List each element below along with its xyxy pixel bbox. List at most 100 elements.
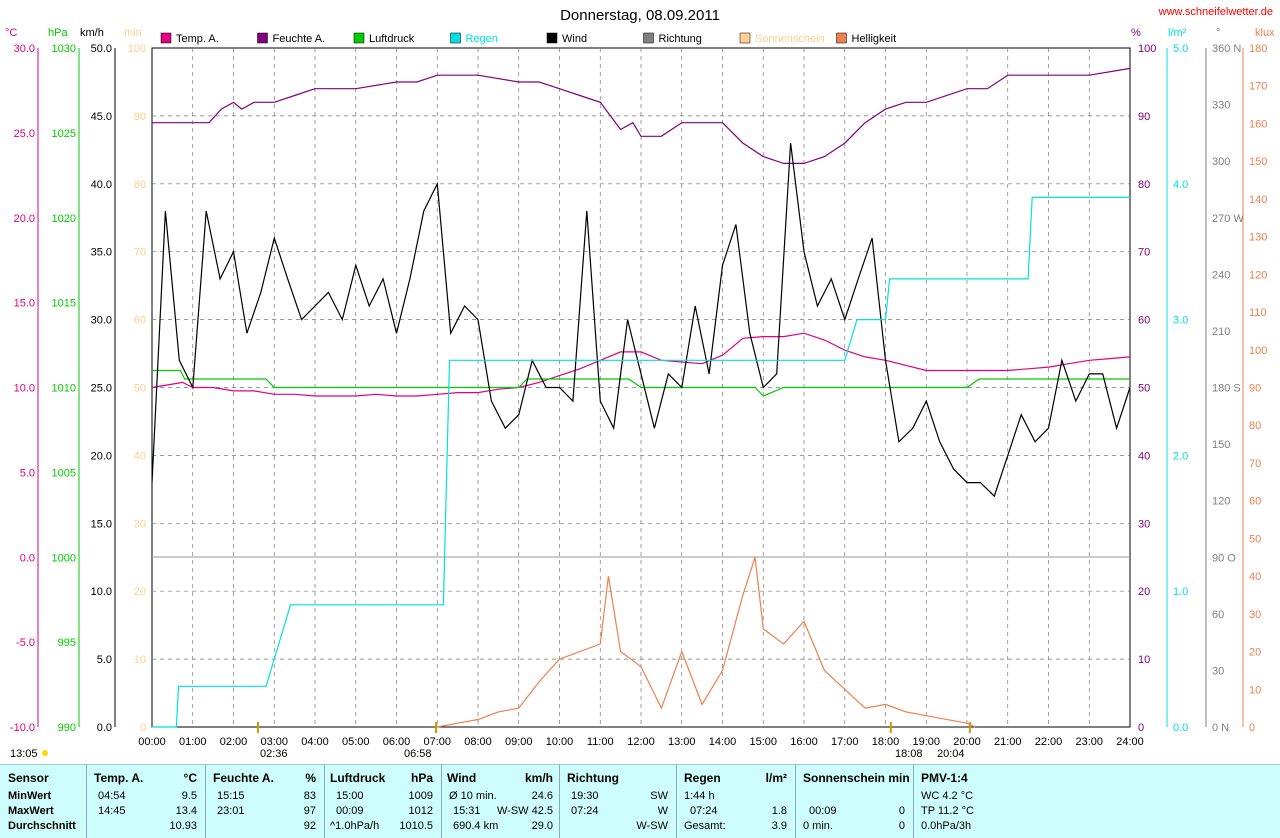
stats-rain-duration: 1:44 h (684, 790, 715, 802)
stats-wind-title: Wind (447, 771, 477, 785)
hpa-axis-tick-label: 1020 (52, 213, 76, 225)
deg-tick-label: 120 (1212, 496, 1230, 508)
hpa-axis-tick-label: 995 (58, 637, 76, 649)
x-tick-label: 09:00 (505, 736, 533, 748)
legend-swatch (739, 32, 751, 44)
klux-tick-label: 110 (1249, 307, 1267, 319)
temp-axis-tick-label: -5.0 (16, 637, 35, 649)
stats-press-min-time: 15:00 (336, 790, 364, 802)
stats-press-max: 1012 (408, 805, 433, 817)
pct-tick-label: 50 (1138, 383, 1150, 395)
kmh-axis-tick-label: 10.0 (91, 586, 112, 598)
stats-wind-column: Wind km/h Ø 10 min. 24.6 15:31 W-SW 42.5… (441, 765, 560, 838)
kmh-axis-tick-label: 5.0 (97, 654, 112, 666)
x-tick-label: 02:00 (220, 736, 248, 748)
x-tick-label: 04:00 (301, 736, 329, 748)
deg-tick-label: 150 (1212, 439, 1230, 451)
temp-axis-tick-label: 0.0 (20, 552, 35, 564)
deg-tick-label: 180 S (1212, 383, 1241, 395)
unit-label: ° (1216, 27, 1220, 39)
min-tick-label: 50 (134, 383, 146, 395)
min-tick-label: 100 (128, 43, 146, 55)
min-tick-label: 90 (134, 111, 146, 123)
pct-tick-label: 30 (1138, 518, 1150, 530)
temp-axis-tick-label: 30.0 (14, 43, 35, 55)
deg-tick-label: 60 (1212, 609, 1224, 621)
legend-swatch (353, 32, 365, 44)
hpa-axis-tick-label: 1005 (52, 467, 76, 479)
x-tick-label: 24:00 (1116, 736, 1144, 748)
stats-press-unit: hPa (410, 771, 433, 785)
stats-sun-total: 0 min. (803, 820, 833, 832)
klux-tick-label: 100 (1249, 345, 1267, 357)
deg-tick-label: 0 N (1212, 722, 1229, 734)
stats-wind-max-dir: W-SW (497, 805, 529, 817)
unit-label: klux (1255, 27, 1275, 39)
stats-sun-max: 0 (898, 805, 905, 817)
x-tick-label: 14:00 (709, 736, 737, 748)
stats-wind-distance: 690.4 km (453, 820, 499, 832)
min-tick-label: 40 (134, 450, 146, 462)
hpa-axis-tick-label: 1025 (52, 128, 76, 140)
lm2-tick-label: 2.0 (1173, 450, 1188, 462)
legend-swatch (160, 32, 172, 44)
stats-rain-title: Regen (684, 771, 721, 785)
x-tick-label: 21:00 (994, 736, 1022, 748)
hpa-axis-tick-label: 1015 (52, 298, 76, 310)
stats-sensor-title: Sensor (8, 771, 49, 785)
deg-tick-label: 300 (1212, 156, 1230, 168)
sun-icon (42, 750, 48, 756)
x-tick-label: 10:00 (546, 736, 574, 748)
stats-wind-max: 42.5 (531, 805, 553, 817)
x-tick-label: 03:00 (260, 736, 288, 748)
min-tick-label: 70 (134, 247, 146, 259)
legend-swatch (257, 32, 268, 44)
stats-dir-min: SW (650, 790, 668, 802)
legend-label: Richtung (659, 33, 702, 45)
x-tick-label: 01:00 (179, 736, 207, 748)
legend-label: Helligkeit (852, 33, 897, 45)
stats-temp-min: 9.5 (181, 790, 197, 802)
deg-tick-label: 30 (1212, 665, 1224, 677)
pressure-series (152, 369, 1130, 397)
klux-tick-label: 0 (1249, 722, 1255, 734)
klux-tick-label: 160 (1249, 118, 1267, 130)
lm2-tick-label: 4.0 (1173, 179, 1188, 191)
stats-hum-unit: % (305, 771, 316, 785)
kmh-axis-tick-label: 40.0 (91, 179, 112, 191)
x-tick-label: 19:00 (912, 736, 940, 748)
stats-wind-max-time: 15:31 (453, 805, 481, 817)
x-tick-label: 08:00 (464, 736, 492, 748)
min-tick-label: 60 (134, 315, 146, 327)
legend-label: Wind (562, 33, 587, 45)
klux-tick-label: 140 (1249, 194, 1267, 206)
legend-label: Feuchte A. (273, 33, 326, 45)
stats-hum-column: Feuchte A. % 15:15 83 23:01 97 92 (205, 765, 325, 838)
klux-tick-label: 10 (1249, 684, 1261, 696)
stats-rain-unit: l/m² (765, 771, 787, 785)
stats-hum-min-time: 15:15 (217, 790, 245, 802)
unit-label: l/m² (1168, 27, 1187, 39)
hpa-axis-tick-label: 1010 (52, 383, 76, 395)
legend-label: Luftdruck (369, 33, 415, 45)
chart-axes: 30.025.020.015.010.05.00.0-5.0-10.010301… (10, 43, 1267, 734)
stats-sun-max-time: 00:09 (809, 805, 837, 817)
stats-press-max-time: 00:09 (336, 805, 364, 817)
hpa-axis-tick-label: 1030 (52, 43, 76, 55)
legend-swatch (836, 32, 847, 44)
pct-tick-label: 0 (1138, 722, 1144, 734)
stats-rain-max-time: 07:24 (690, 805, 718, 817)
wind-series (151, 143, 1131, 498)
time-mark-label: 18:08 (895, 748, 923, 760)
deg-tick-label: 360 N (1212, 43, 1241, 55)
klux-tick-label: 130 (1249, 232, 1267, 244)
stats-dir-title: Richtung (567, 771, 619, 785)
stats-dir-column: Richtung 19:30 SW 07:24 W W-SW (559, 765, 677, 838)
unit-label: km/h (80, 27, 104, 39)
temp-axis-tick-label: -10.0 (10, 722, 35, 734)
stats-temp-column: Temp. A. °C 04:54 9.5 14:45 13.4 10.93 (86, 765, 206, 838)
stats-press-min: 1009 (408, 790, 433, 802)
kmh-axis-tick-label: 45.0 (91, 111, 112, 123)
lm2-tick-label: 3.0 (1173, 315, 1188, 327)
deg-tick-label: 270 W (1212, 213, 1244, 225)
